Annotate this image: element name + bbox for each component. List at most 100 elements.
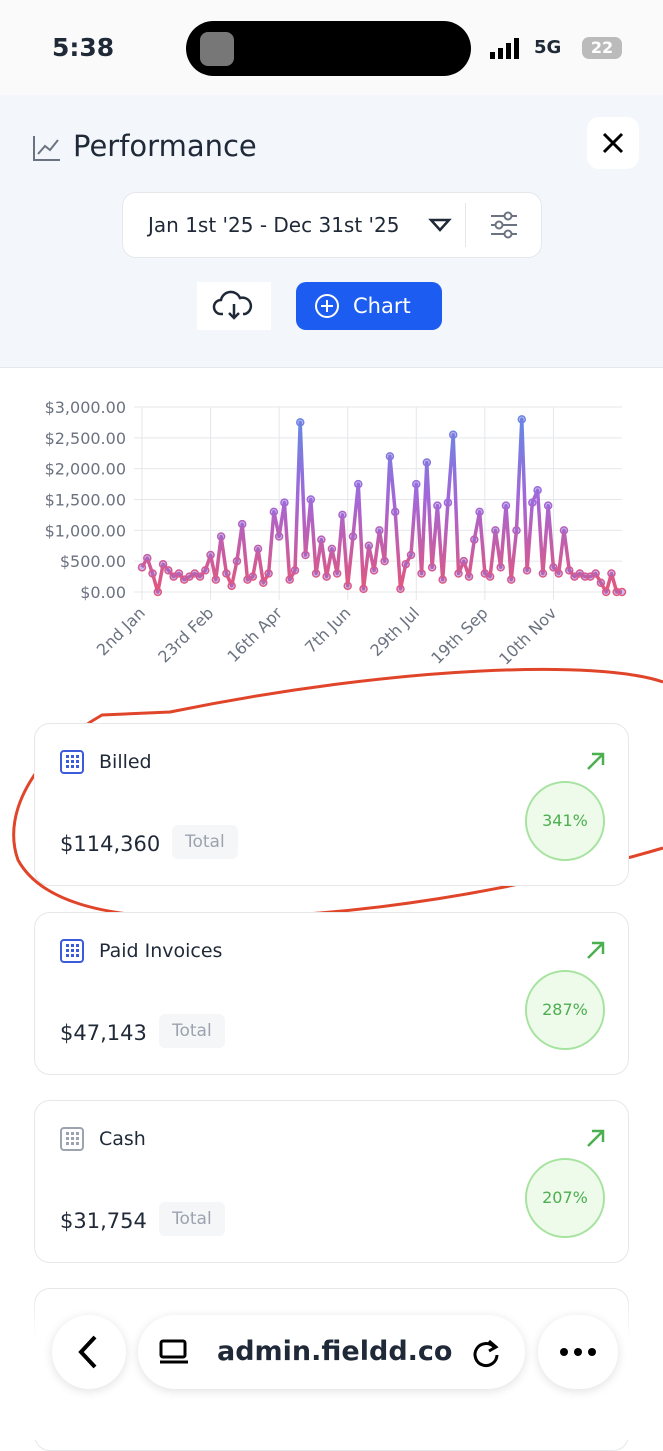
y-tick-label: $2,500.00 <box>45 429 126 448</box>
data-point <box>390 507 400 517</box>
card: Cash $31,754 Total 207% <box>34 1100 629 1263</box>
data-point <box>554 569 563 578</box>
data-point <box>522 566 532 575</box>
signal <box>490 38 519 59</box>
data-point <box>369 566 379 575</box>
data-point <box>617 587 627 597</box>
data-point <box>301 550 310 560</box>
data-point <box>485 572 495 581</box>
data-point <box>396 584 405 594</box>
data-point <box>538 569 548 578</box>
data-point <box>417 569 426 578</box>
close-button[interactable] <box>587 117 639 169</box>
data-point <box>153 587 163 597</box>
y-tick-label: $0.00 <box>80 583 126 602</box>
data-point <box>412 479 421 489</box>
card-change: 341% <box>525 781 605 861</box>
more-button[interactable] <box>538 1315 618 1389</box>
data-point <box>528 498 537 507</box>
trend-arrow <box>587 752 605 770</box>
data-point <box>380 556 389 566</box>
data-point <box>232 556 242 566</box>
data-point <box>174 569 184 578</box>
data-point <box>306 495 316 504</box>
data-point <box>264 569 273 578</box>
y-tick-label: $500.00 <box>60 552 126 571</box>
battery: 22 <box>582 37 622 59</box>
y-tick-label: $1,000.00 <box>45 521 126 540</box>
data-point <box>422 458 432 467</box>
data-point <box>401 560 410 569</box>
data-point <box>317 535 326 544</box>
data-point <box>364 541 374 550</box>
back-button[interactable] <box>52 1315 126 1389</box>
data-point <box>607 569 616 578</box>
data-point <box>433 501 442 510</box>
card-change: 207% <box>525 1158 605 1238</box>
card-title: Cash <box>99 1128 146 1150</box>
building-icon <box>60 938 84 963</box>
x-tick-label: 16th Apr <box>223 603 286 666</box>
card-badge: Total <box>172 825 238 859</box>
data-point <box>559 526 569 535</box>
data-point <box>470 535 479 544</box>
card-amount: $31,754 <box>60 1209 147 1233</box>
data-point <box>543 501 553 510</box>
data-point <box>332 569 342 578</box>
data-point <box>211 575 221 584</box>
y-tick-label: $3,000.00 <box>45 398 126 417</box>
data-point <box>290 566 300 575</box>
time: 5:38 <box>52 33 115 62</box>
data-point <box>216 532 226 541</box>
data-point <box>601 587 611 597</box>
data-point <box>359 584 368 594</box>
date-range: Jan 1st '25 - Dec 31st '25 <box>148 213 400 237</box>
data-point <box>311 569 321 578</box>
data-point <box>549 563 558 572</box>
data-point <box>253 544 263 554</box>
y-tick-label: $2,000.00 <box>45 460 126 479</box>
data-point <box>148 569 157 578</box>
card-amount: $47,143 <box>60 1020 147 1045</box>
data-point <box>443 498 453 507</box>
x-tick-label: 19th Sep <box>427 603 491 667</box>
data-point <box>158 560 168 569</box>
data-point <box>506 575 516 584</box>
data-point <box>259 578 268 587</box>
card-amount: $114,360 <box>60 832 161 856</box>
x-tick-label: 2nd Jan <box>93 603 149 659</box>
download-button[interactable] <box>197 282 271 330</box>
album-art <box>200 32 234 66</box>
data-point <box>427 563 437 572</box>
building-icon <box>60 1127 84 1151</box>
card-title: Billed <box>99 751 152 773</box>
data-point <box>237 519 247 529</box>
data-point <box>164 566 173 575</box>
data-point <box>454 569 463 578</box>
x-tick-label: 23rd Feb <box>154 603 217 666</box>
title: Performance <box>73 129 257 163</box>
card-change: 287% <box>525 969 605 1050</box>
data-point <box>501 501 511 510</box>
data-point <box>438 575 447 584</box>
chart-button[interactable]: Chart <box>296 282 442 330</box>
data-point <box>269 507 279 517</box>
data-point <box>375 526 384 535</box>
data-point <box>206 550 215 560</box>
trend-arrow <box>587 941 605 959</box>
data-point <box>591 569 600 578</box>
data-point <box>295 418 305 427</box>
building-icon <box>60 750 84 774</box>
data-point <box>322 572 331 581</box>
url-bar[interactable]: admin.fieldd.co <box>138 1315 525 1389</box>
card-badge: Total <box>159 1202 225 1236</box>
y-tick-label: $1,500.00 <box>45 491 126 510</box>
url: admin.fieldd.co <box>217 1336 453 1367</box>
data-point <box>343 581 352 591</box>
card-badge: Total <box>159 1013 225 1048</box>
data-point <box>348 532 358 541</box>
data-point <box>533 486 542 495</box>
date-picker[interactable]: Jan 1st '25 - Dec 31st '25 <box>122 192 542 258</box>
data-point <box>338 510 347 520</box>
